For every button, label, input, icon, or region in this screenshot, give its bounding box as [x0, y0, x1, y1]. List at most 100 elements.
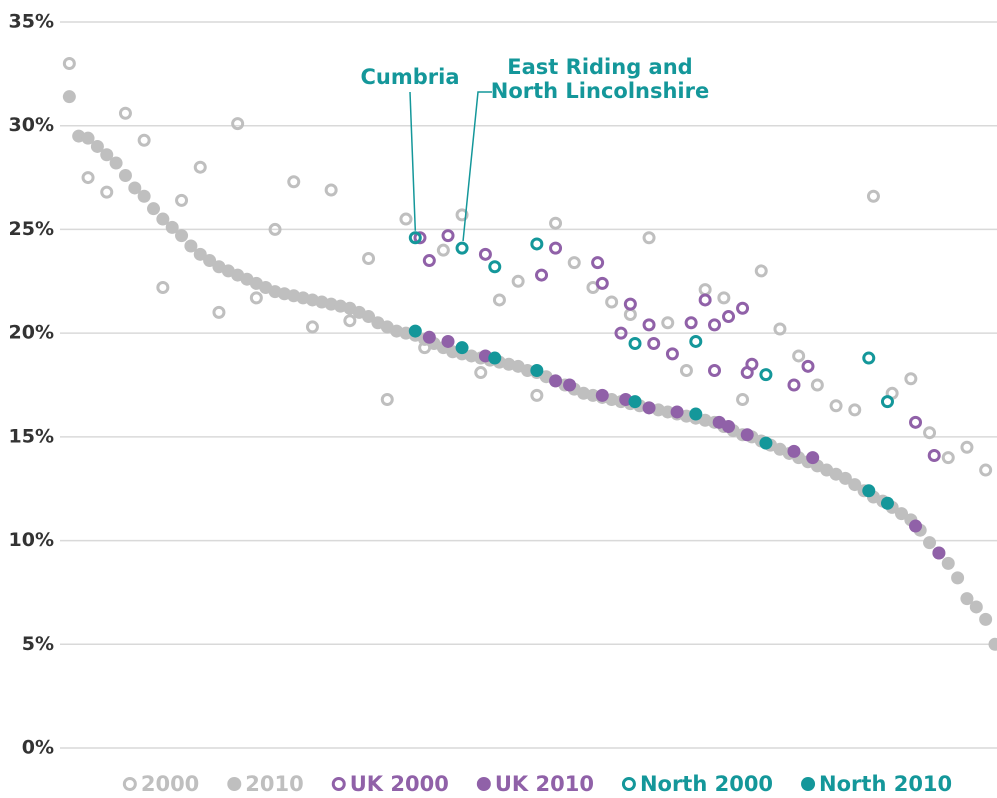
y-tick-label: 35%	[9, 11, 54, 33]
legend-marker	[476, 777, 491, 791]
point	[736, 393, 750, 407]
point	[960, 592, 974, 606]
point	[595, 276, 609, 290]
point	[455, 241, 469, 255]
point	[193, 160, 207, 174]
point	[62, 90, 76, 104]
point	[549, 241, 563, 255]
point	[628, 337, 642, 351]
point	[792, 349, 806, 363]
point	[941, 451, 955, 465]
point	[62, 56, 76, 70]
point	[343, 314, 357, 328]
annotation: Cumbria	[360, 65, 459, 89]
legend-label: North 2010	[819, 772, 952, 796]
y-tick-label: 25%	[9, 218, 54, 240]
point	[838, 471, 852, 485]
point	[81, 171, 95, 185]
point	[642, 401, 656, 415]
point	[165, 220, 179, 234]
point	[979, 612, 993, 626]
point	[969, 600, 983, 614]
point	[488, 260, 502, 274]
point	[399, 212, 413, 226]
point	[137, 189, 151, 203]
point	[988, 637, 997, 651]
point	[595, 388, 609, 402]
point	[362, 310, 376, 324]
point	[941, 556, 955, 570]
point	[698, 283, 712, 297]
point	[511, 274, 525, 288]
point	[530, 237, 544, 251]
point	[829, 399, 843, 413]
point	[549, 216, 563, 230]
point	[979, 463, 993, 477]
point	[698, 293, 712, 307]
point	[670, 405, 684, 419]
point	[535, 268, 549, 282]
legend-marker	[621, 777, 636, 791]
point	[184, 239, 198, 253]
point	[708, 318, 721, 332]
point	[736, 301, 750, 315]
point	[109, 156, 123, 170]
point	[441, 334, 455, 348]
legend-marker	[227, 777, 242, 791]
point	[684, 316, 698, 330]
point	[231, 117, 245, 131]
point	[436, 243, 450, 257]
y-tick-label: 30%	[9, 114, 54, 136]
point	[759, 368, 773, 382]
legend-marker	[801, 777, 816, 791]
point	[408, 231, 422, 245]
point	[623, 307, 637, 321]
point	[422, 254, 436, 268]
point	[806, 451, 820, 465]
legend-marker	[331, 777, 346, 791]
point	[408, 324, 422, 338]
point	[563, 378, 577, 392]
point	[549, 374, 563, 388]
point	[156, 212, 170, 226]
point	[441, 229, 455, 243]
y-tick-label: 5%	[22, 633, 54, 655]
point	[249, 291, 263, 305]
point	[137, 133, 151, 147]
point	[717, 291, 731, 305]
point	[530, 363, 544, 377]
point	[488, 351, 502, 365]
point	[100, 148, 114, 162]
point	[474, 366, 488, 380]
point	[787, 444, 801, 458]
point	[722, 310, 736, 324]
point	[880, 496, 894, 510]
point	[81, 131, 95, 145]
point	[492, 293, 506, 307]
point	[722, 419, 736, 433]
y-tick-label: 10%	[9, 529, 54, 551]
annotation-line	[409, 91, 417, 231]
point	[679, 363, 693, 377]
point	[324, 183, 338, 197]
y-tick-label: 0%	[22, 737, 54, 759]
point	[380, 393, 394, 407]
annotation-line	[462, 91, 492, 242]
point	[927, 449, 941, 463]
point	[909, 415, 923, 429]
point	[810, 378, 824, 392]
point	[305, 320, 319, 334]
point	[745, 357, 759, 371]
point	[118, 168, 132, 182]
point	[193, 247, 207, 261]
point	[175, 193, 189, 207]
point	[773, 322, 787, 336]
annotation: North Lincolnshire	[491, 79, 709, 103]
point	[661, 316, 675, 330]
point	[567, 256, 581, 270]
point	[147, 202, 160, 216]
point	[895, 507, 908, 521]
annotation: East Riding and	[507, 55, 692, 79]
point	[923, 426, 937, 440]
